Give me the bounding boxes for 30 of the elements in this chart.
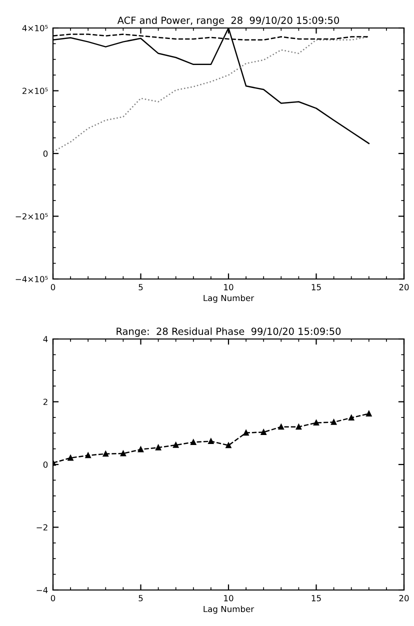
x-tick-label: 20 [399, 595, 409, 602]
y-tick-label: 4 [43, 336, 48, 342]
x-tick-label: 15 [312, 595, 321, 602]
x-tick-label: 15 [312, 284, 321, 290]
x-axis-title: Lag Number [204, 606, 254, 614]
point [190, 439, 196, 445]
point [366, 410, 372, 416]
point [348, 414, 354, 421]
y-tick-label: 2 [43, 398, 48, 405]
y-tick-label: 0 [43, 150, 48, 157]
point [260, 429, 266, 435]
x-tick-label: 5 [138, 284, 143, 290]
x-tick-label: 0 [50, 595, 56, 602]
y-tick-label: 0 [43, 461, 48, 468]
y-tick-label: 2×10⁵ [22, 88, 48, 94]
x-tick-label: 20 [399, 284, 409, 290]
y-tick-label: −2×10⁵ [16, 213, 48, 220]
y-tick-label: −4×10⁵ [16, 276, 48, 282]
y-tick-label: −2 [36, 524, 48, 530]
y-tick-label: −4 [36, 587, 48, 594]
chart-title: Range: 28 Residual Phase 99/10/20 15:09:50 [116, 327, 341, 337]
x-tick-label: 0 [50, 284, 56, 290]
x-axis-title: Lag Number [204, 294, 254, 303]
y-tick-label: 4×10⁵ [22, 24, 48, 32]
x-tick-label: 5 [138, 595, 143, 602]
point [331, 419, 337, 425]
chart-title: ACF and Power, range 28 99/10/20 15:09:50 [117, 16, 340, 26]
x-tick-label: 10 [224, 595, 234, 602]
point [313, 420, 320, 426]
x-tick-label: 10 [224, 284, 234, 290]
